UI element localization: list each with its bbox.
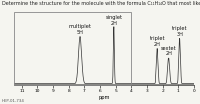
Text: HEP-01-734: HEP-01-734 [2,99,25,103]
Text: Determine the structure for the molecule with the formula C₁₁H₁₄O that most like: Determine the structure for the molecule… [2,1,200,6]
Text: triplet
2H: triplet 2H [149,36,165,47]
Text: triplet
3H: triplet 3H [172,26,187,37]
X-axis label: ppm: ppm [98,95,110,100]
Text: singlet
2H: singlet 2H [105,15,122,26]
Bar [14,12,131,85]
Text: sextet
2H: sextet 2H [161,46,176,56]
Text: multiplet
5H: multiplet 5H [69,24,91,35]
